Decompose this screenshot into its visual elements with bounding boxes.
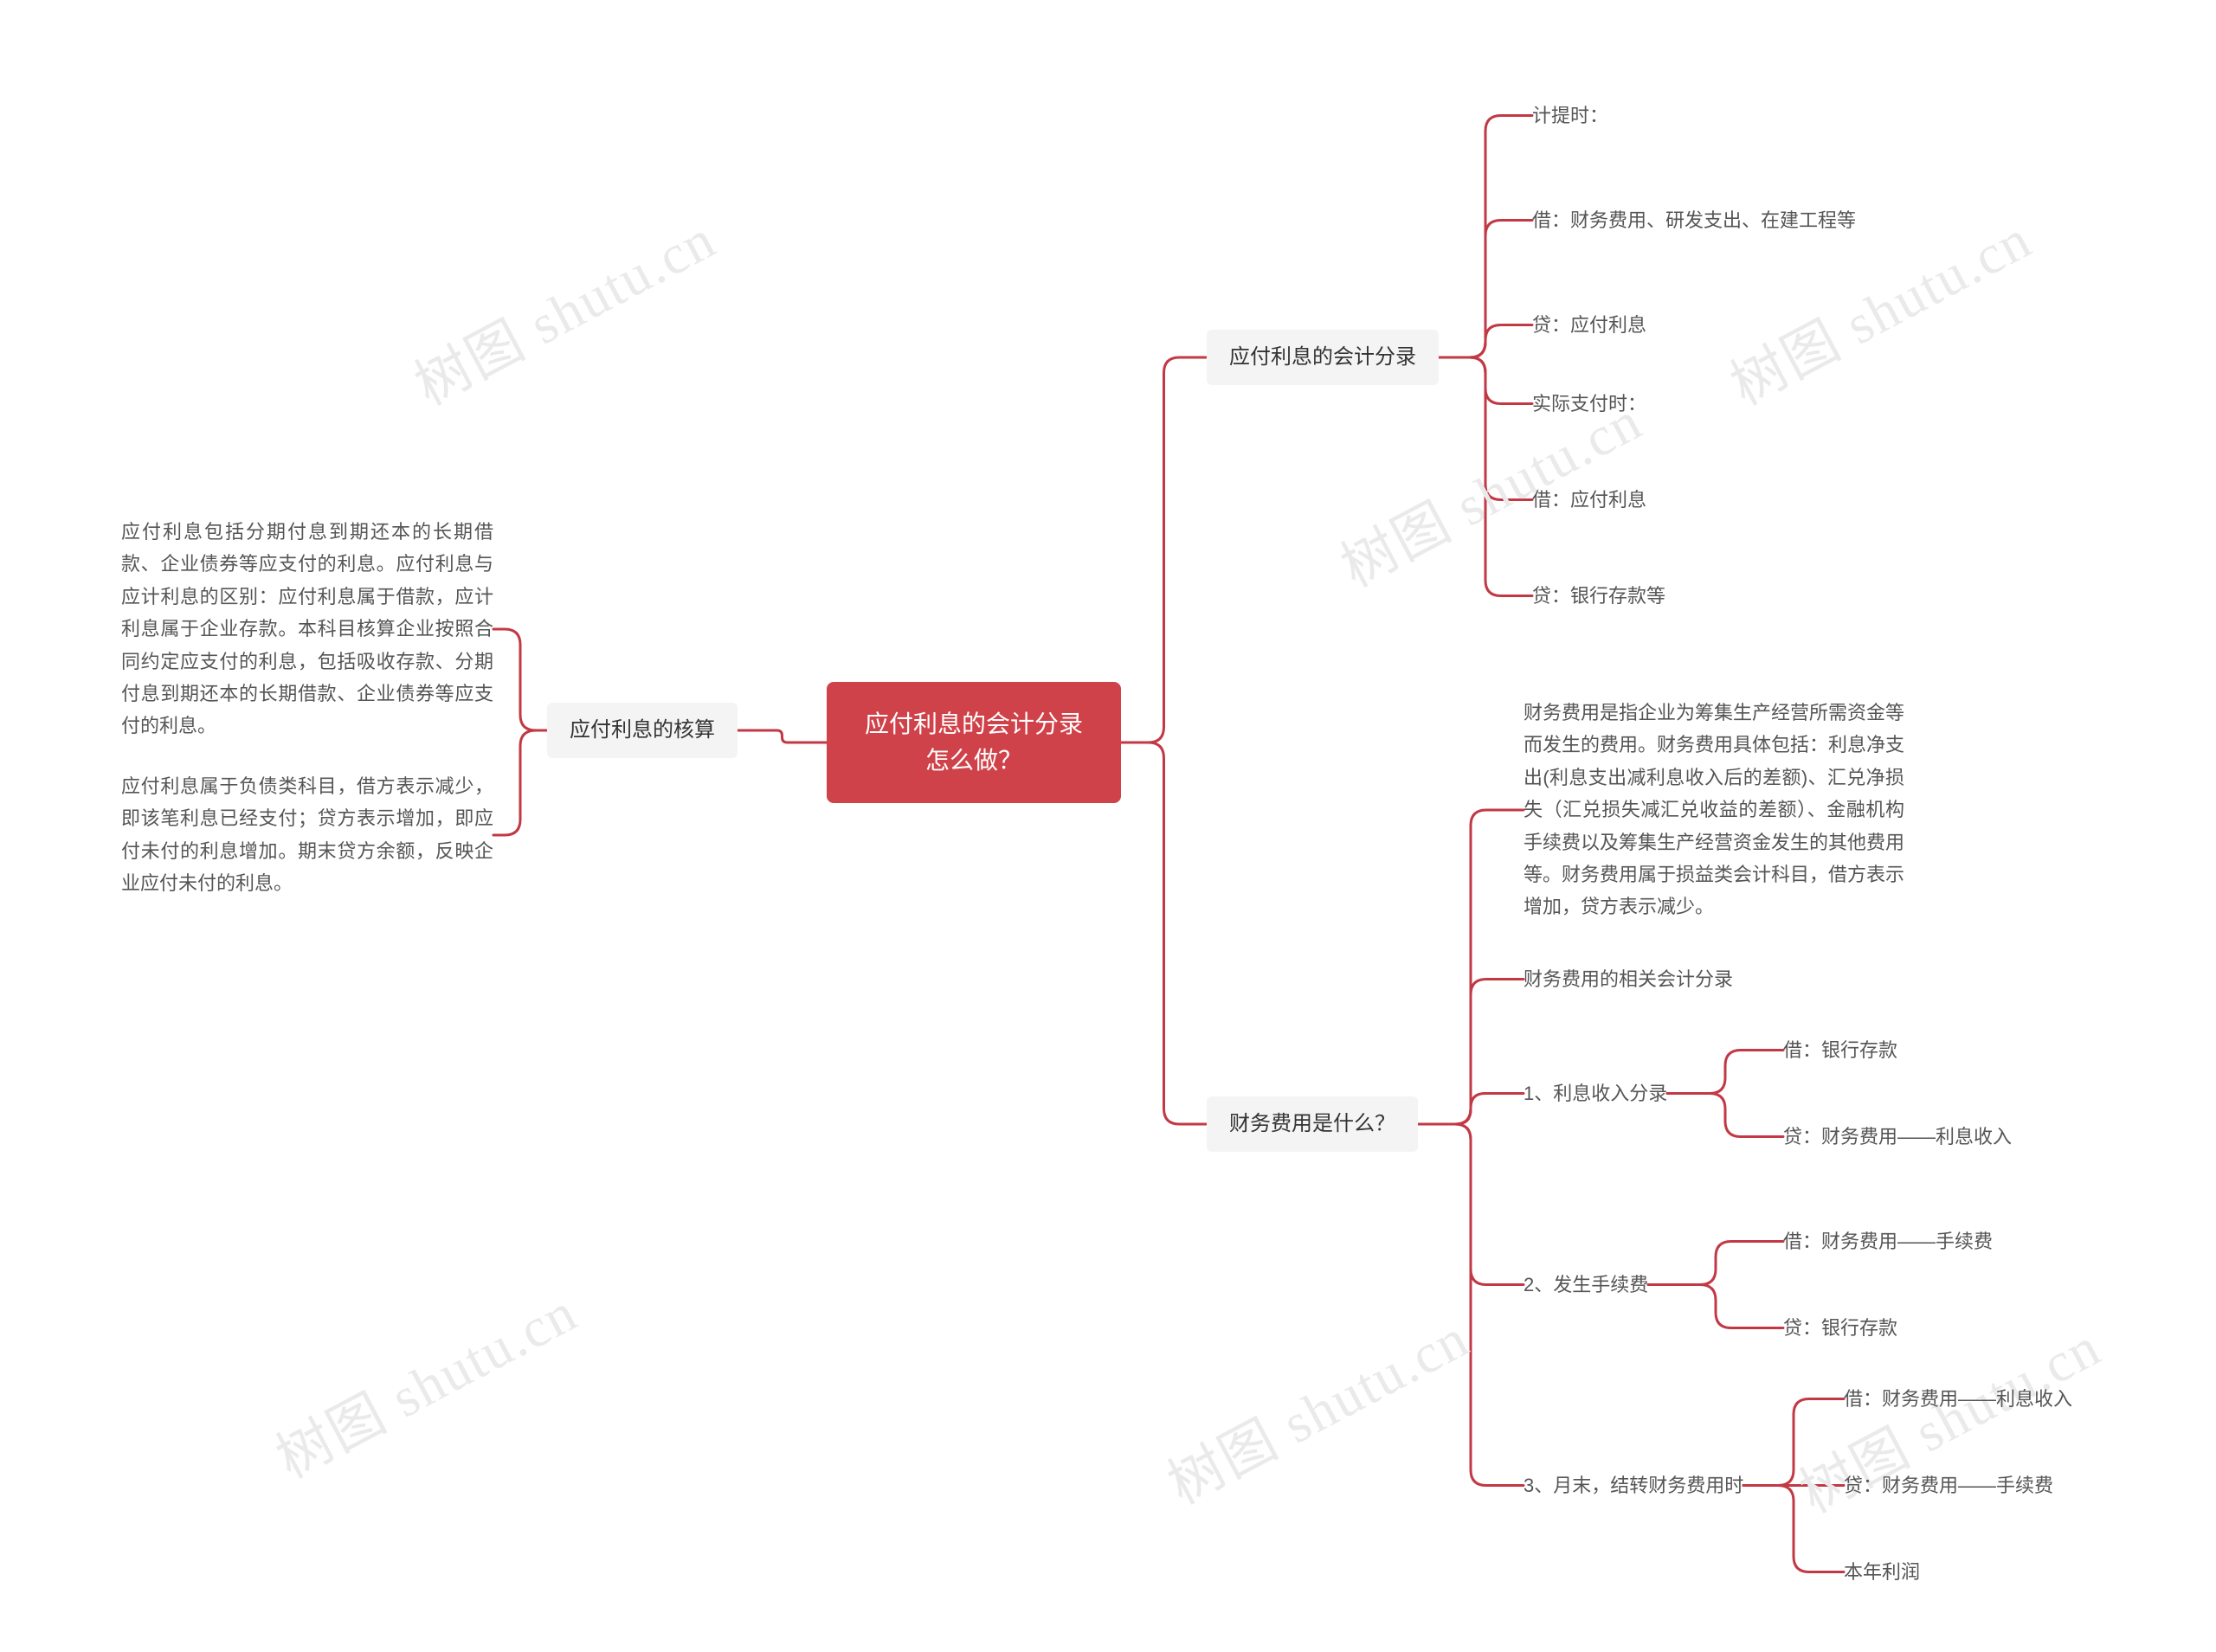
r1-leaf-2-child-0: 借：银行存款 xyxy=(1783,1036,1897,1064)
r0-leaf-0: 计提时： xyxy=(1532,101,1608,130)
right-category-1: 财务费用是什么？ xyxy=(1207,1096,1418,1152)
r0-leaf-4: 借：应付利息 xyxy=(1532,485,1646,514)
r0-leaf-2: 贷：应付利息 xyxy=(1532,311,1646,339)
r0-leaf-3: 实际支付时： xyxy=(1532,389,1646,418)
right-category-0: 应付利息的会计分录 xyxy=(1207,330,1439,385)
left-paragraph-2: 应付利息属于负债类科目，借方表示减少，即该笔利息已经支付；贷方表示增加，即应付未… xyxy=(121,770,493,900)
root-node: 应付利息的会计分录怎么做？ xyxy=(827,682,1121,803)
r1-leaf-3-child-0: 借：财务费用——手续费 xyxy=(1783,1227,1993,1256)
r1-leaf-4-child-2: 本年利润 xyxy=(1844,1558,1920,1586)
watermark: 树图 shutu.cn xyxy=(261,1269,589,1494)
watermark: 树图 shutu.cn xyxy=(1152,1295,1481,1520)
r1-leaf-4: 3、月末，结转财务费用时 xyxy=(1524,1471,1743,1500)
r1-para-0: 财务费用是指企业为筹集生产经营所需资金等而发生的费用。财务费用具体包括：利息净支… xyxy=(1524,697,1904,923)
left-category: 应付利息的核算 xyxy=(547,703,738,758)
r0-leaf-1: 借：财务费用、研发支出、在建工程等 xyxy=(1532,206,1856,235)
r1-leaf-2-child-1: 贷：财务费用——利息收入 xyxy=(1783,1122,2012,1151)
r1-leaf-4-child-0: 借：财务费用——利息收入 xyxy=(1844,1385,2072,1413)
r1-leaf-2: 1、利息收入分录 xyxy=(1524,1079,1667,1108)
r0-leaf-5: 贷：银行存款等 xyxy=(1532,582,1665,610)
r1-leaf-3-child-1: 贷：银行存款 xyxy=(1783,1314,1897,1342)
r1-leaf-4-child-1: 贷：财务费用——手续费 xyxy=(1844,1471,2053,1500)
r1-leaf-1: 财务费用的相关会计分录 xyxy=(1524,965,1733,993)
watermark: 树图 shutu.cn xyxy=(399,196,728,421)
r1-leaf-3: 2、发生手续费 xyxy=(1524,1270,1648,1299)
left-paragraph-1: 应付利息包括分期付息到期还本的长期借款、企业债券等应支付的利息。应付利息与应计利… xyxy=(121,516,493,742)
